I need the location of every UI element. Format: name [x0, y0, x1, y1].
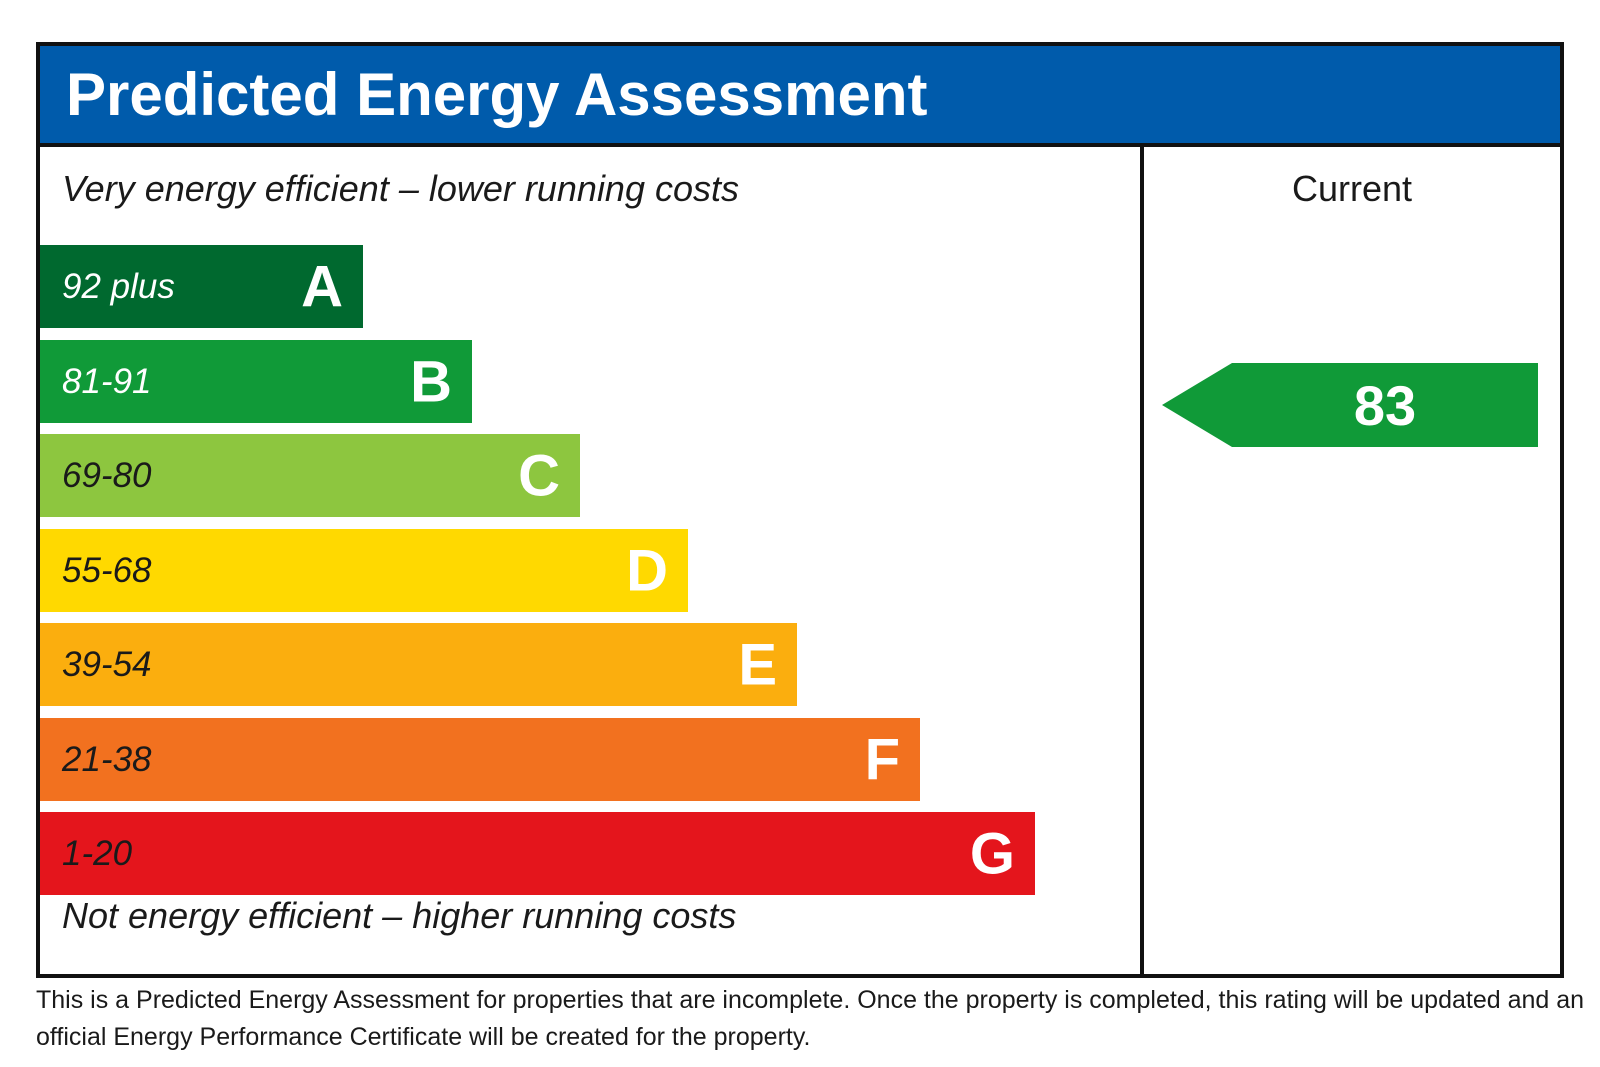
band-range-label: 69-80	[62, 455, 152, 495]
band-letter: C	[518, 443, 560, 508]
current-rating-arrow	[1162, 363, 1538, 447]
footer-note-line2: official Energy Performance Certificate …	[36, 1023, 811, 1051]
current-column-header: Current	[1291, 168, 1413, 209]
page-title: Predicted Energy Assessment	[66, 61, 928, 128]
panel-divider-line	[1140, 147, 1144, 974]
band-range-label: 1-20	[62, 833, 133, 873]
rating-band-a: 92 plus A	[40, 245, 363, 328]
band-range-label: 92 plus	[62, 266, 175, 306]
left-arrow-icon	[1162, 363, 1538, 447]
band-range-label: 39-54	[62, 644, 152, 684]
rating-band-e: 39-54 E	[40, 623, 797, 706]
band-range-label: 81-91	[62, 361, 152, 401]
band-letter: F	[864, 727, 900, 792]
band-range-label: 21-38	[62, 739, 152, 779]
certificate-header: Predicted Energy Assessment	[40, 46, 1560, 147]
not-efficient-label: Not energy efficient – higher running co…	[62, 895, 737, 936]
band-letter: E	[738, 632, 777, 697]
footer-note-line1: This is a Predicted Energy Assessment fo…	[36, 986, 1585, 1014]
current-rating-value: 83	[1353, 373, 1417, 437]
footer-note: This is a Predicted Energy Assessment fo…	[36, 982, 1584, 1056]
band-range-label: 55-68	[62, 550, 152, 590]
rating-band-b: 81-91 B	[40, 340, 472, 423]
rating-band-c: 69-80 C	[40, 434, 580, 517]
rating-band-d: 55-68 D	[40, 529, 688, 612]
rating-band-f: 21-38 F	[40, 718, 920, 801]
band-letter: A	[301, 254, 343, 319]
band-letter: D	[626, 538, 668, 603]
band-letter: B	[410, 349, 452, 414]
band-letter: G	[969, 821, 1015, 886]
very-efficient-label: Very energy efficient – lower running co…	[62, 168, 740, 209]
rating-band-g: 1-20 G	[40, 812, 1035, 895]
